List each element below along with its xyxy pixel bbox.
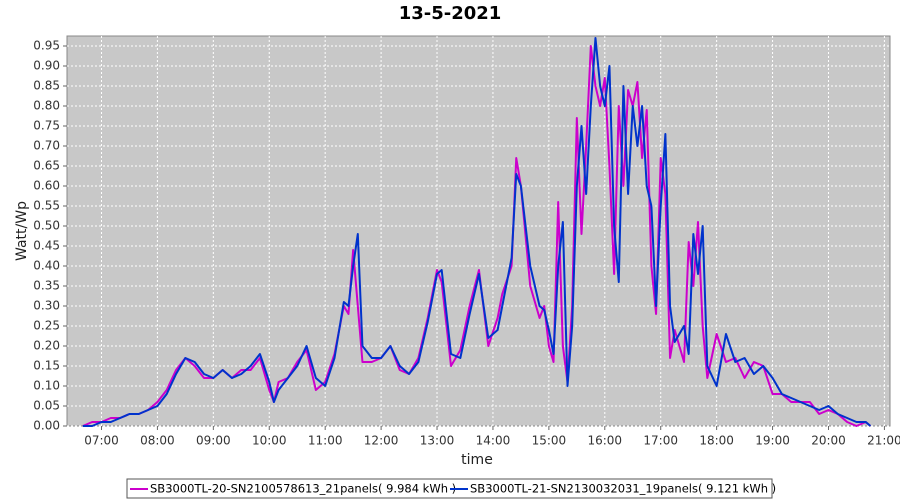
x-tick-label: 16:00: [587, 434, 622, 448]
y-tick-label: 0.60: [33, 179, 60, 193]
chart-title: 13-5-2021: [399, 3, 502, 24]
x-tick-label: 17:00: [643, 434, 678, 448]
y-tick-label: 0.10: [33, 379, 60, 393]
y-tick-label: 0.65: [33, 159, 60, 173]
y-tick-label: 0.30: [33, 299, 60, 313]
plot-area: [66, 35, 891, 427]
y-tick-label: 0.05: [33, 399, 60, 413]
y-axis-label: Watt/Wp: [14, 201, 30, 261]
y-tick-label: 0.00: [33, 419, 60, 433]
y-tick-label: 0.20: [33, 339, 60, 353]
x-tick-label: 09:00: [196, 434, 231, 448]
x-tick-label: 20:00: [811, 434, 846, 448]
legend-label: SB3000TL-20-SN2100578613_21panels( 9.984…: [150, 482, 456, 496]
y-tick-label: 0.15: [33, 359, 60, 373]
y-tick-label: 0.35: [33, 279, 60, 293]
x-tick-label: 18:00: [699, 434, 734, 448]
y-tick-label: 0.75: [33, 119, 60, 133]
x-tick-label: 11:00: [308, 434, 343, 448]
y-tick-label: 0.85: [33, 79, 60, 93]
y-tick-label: 0.45: [33, 239, 60, 253]
y-tick-label: 0.80: [33, 99, 60, 113]
y-tick-label: 0.25: [33, 319, 60, 333]
x-tick-label: 10:00: [252, 434, 287, 448]
y-tick-label: 0.50: [33, 219, 60, 233]
x-tick-label: 13:00: [420, 434, 455, 448]
x-axis-label: time: [461, 452, 493, 468]
y-tick-label: 0.55: [33, 199, 60, 213]
x-tick-label: 14:00: [476, 434, 511, 448]
legend: [126, 478, 773, 499]
x-tick-label: 12:00: [364, 434, 399, 448]
x-tick-label: 08:00: [140, 434, 175, 448]
y-tick-label: 0.40: [33, 259, 60, 273]
x-tick-label: 15:00: [532, 434, 567, 448]
x-tick-label: 21:00: [867, 434, 900, 448]
y-tick-label: 0.95: [33, 39, 60, 53]
legend-label: SB3000TL-21-SN2130032031_19panels( 9.121…: [470, 482, 776, 496]
y-tick-label: 0.70: [33, 139, 60, 153]
x-tick-label: 19:00: [755, 434, 790, 448]
series-line: [82, 37, 872, 427]
y-tick-label: 0.90: [33, 59, 60, 73]
x-tick-label: 07:00: [84, 434, 119, 448]
